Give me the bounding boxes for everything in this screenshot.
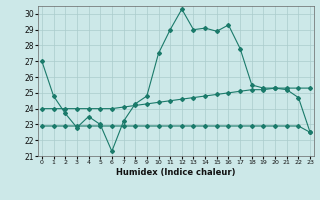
X-axis label: Humidex (Indice chaleur): Humidex (Indice chaleur) bbox=[116, 168, 236, 177]
